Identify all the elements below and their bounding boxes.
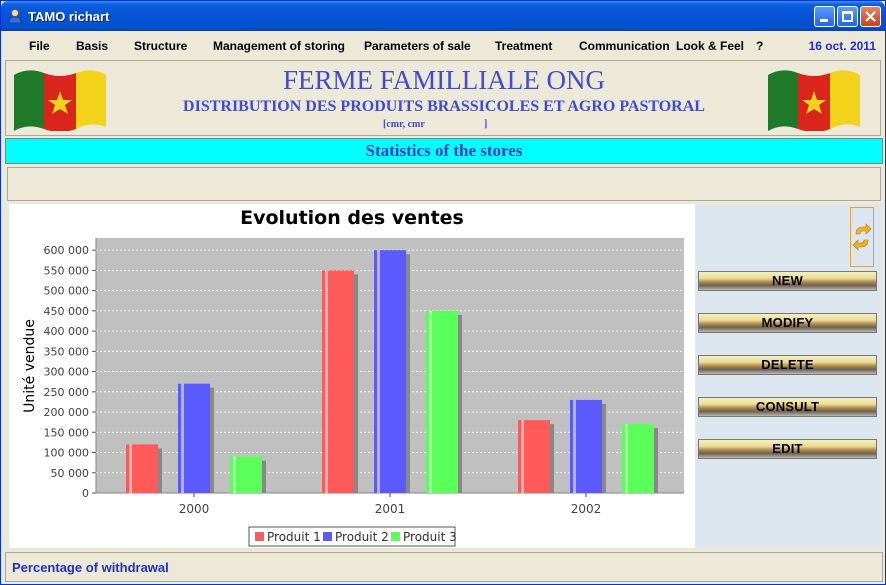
menu-bar: File Basis Structure Management of stori… bbox=[2, 31, 884, 59]
filter-panel bbox=[7, 167, 881, 201]
bar-highlight bbox=[325, 270, 328, 493]
y-tick-label: 450 000 bbox=[44, 305, 90, 318]
title-bar[interactable]: TAMO richart bbox=[1, 1, 885, 31]
y-axis-label: Unité vendue bbox=[22, 319, 38, 413]
banner-title: FERME FAMILLIALE ONG bbox=[283, 65, 605, 95]
y-tick-label: 150 000 bbox=[44, 426, 90, 439]
menu-help[interactable]: ? bbox=[756, 39, 764, 53]
status-bar: Percentage of withdrawal bbox=[5, 552, 883, 582]
y-tick-label: 400 000 bbox=[44, 325, 90, 338]
section-title: Statistics of the stores bbox=[365, 141, 523, 160]
bar-highlight bbox=[181, 383, 184, 493]
legend-swatch bbox=[323, 532, 332, 541]
y-tick-label: 500 000 bbox=[44, 285, 90, 298]
edit-button[interactable]: EDIT bbox=[698, 439, 877, 459]
window-title: TAMO richart bbox=[28, 9, 110, 24]
menu-parameters-of-sale[interactable]: Parameters of sale bbox=[364, 39, 471, 53]
x-tick-label: 2002 bbox=[571, 502, 602, 516]
chart-panel: Evolution des ventes Unité vendue 0 50 00… bbox=[9, 204, 695, 548]
menu-communication[interactable]: Communication bbox=[579, 39, 670, 53]
new-button-label: NEW bbox=[772, 273, 803, 288]
y-tick-label: 50 000 bbox=[51, 467, 90, 480]
y-tick-label: 600 000 bbox=[44, 244, 90, 257]
x-tick-label: 2001 bbox=[375, 502, 406, 516]
y-tick-label: 200 000 bbox=[44, 406, 90, 419]
sales-bar-chart: Evolution des ventes Unité vendue 0 50 00… bbox=[22, 207, 684, 547]
current-date: 16 oct. 2011 bbox=[808, 39, 876, 53]
bar-highlight bbox=[521, 420, 524, 493]
delete-button-label: DELETE bbox=[761, 357, 814, 372]
menu-look-and-feel[interactable]: Look & Feel bbox=[676, 39, 745, 53]
bar-highlight bbox=[625, 424, 628, 493]
legend-box bbox=[248, 526, 456, 547]
legend-label: Produit 1 bbox=[267, 530, 321, 544]
y-tick-label: 350 000 bbox=[44, 345, 90, 358]
user-icon bbox=[8, 9, 22, 24]
modify-button[interactable]: MODIFY bbox=[698, 313, 877, 333]
minimize-button[interactable] bbox=[814, 6, 835, 27]
section-header: Statistics of the stores bbox=[5, 138, 883, 164]
flag-right-icon bbox=[768, 70, 860, 131]
menu-treatment[interactable]: Treatment bbox=[495, 39, 553, 53]
bar-highlight bbox=[429, 310, 432, 493]
bar-highlight bbox=[573, 399, 576, 493]
y-tick-label: 550 000 bbox=[44, 264, 90, 277]
bar-highlight bbox=[129, 444, 132, 493]
chart-title: Evolution des ventes bbox=[240, 207, 464, 229]
header-banner: FERME FAMILLIALE ONG DISTRIBUTION DES PR… bbox=[5, 60, 881, 136]
legend-swatch bbox=[255, 532, 264, 541]
y-tick-label: 0 bbox=[82, 487, 89, 500]
chart-legend: Produit 1 Produit 2 Produit 3 bbox=[248, 526, 457, 547]
delete-button[interactable]: DELETE bbox=[698, 355, 877, 375]
banner-subtitle: DISTRIBUTION DES PRODUITS BRASSICOLES ET… bbox=[183, 98, 705, 115]
legend-label: Produit 2 bbox=[335, 530, 389, 544]
menu-file[interactable]: File bbox=[29, 39, 50, 53]
menu-basis[interactable]: Basis bbox=[76, 39, 109, 53]
close-button[interactable] bbox=[860, 6, 881, 27]
minimize-icon bbox=[820, 19, 828, 22]
legend-swatch bbox=[391, 532, 400, 541]
refresh-button[interactable] bbox=[850, 207, 874, 267]
y-tick-label: 300 000 bbox=[44, 366, 90, 379]
edit-button-label: EDIT bbox=[772, 441, 803, 456]
menu-management-of-storing[interactable]: Management of storing bbox=[213, 39, 346, 53]
refresh-icon bbox=[852, 223, 872, 251]
y-tick-label: 250 000 bbox=[44, 386, 90, 399]
bar-highlight bbox=[233, 456, 236, 493]
close-icon bbox=[865, 11, 876, 22]
x-tick-label: 2000 bbox=[179, 502, 210, 516]
menu-structure[interactable]: Structure bbox=[134, 39, 188, 53]
consult-button-label: CONSULT bbox=[755, 399, 820, 414]
consult-button[interactable]: CONSULT bbox=[698, 397, 877, 417]
action-panel: NEW MODIFY DELETE CONSULT EDIT bbox=[696, 204, 881, 548]
maximize-button[interactable] bbox=[837, 6, 858, 27]
flag-left-icon bbox=[14, 70, 106, 131]
status-text: Percentage of withdrawal bbox=[12, 560, 169, 575]
banner-location-left: [cmr, cmr bbox=[383, 119, 425, 130]
modify-button-label: MODIFY bbox=[761, 315, 814, 330]
plot-area: 0 50 000 100 000 150 000 200 000 250 000 300 0… bbox=[44, 238, 684, 516]
bar-highlight bbox=[377, 250, 380, 493]
maximize-icon bbox=[842, 11, 853, 22]
legend-label: Produit 3 bbox=[403, 530, 457, 544]
new-button[interactable]: NEW bbox=[698, 271, 877, 291]
banner-location-right: ] bbox=[484, 119, 488, 130]
y-tick-label: 100 000 bbox=[44, 447, 90, 460]
